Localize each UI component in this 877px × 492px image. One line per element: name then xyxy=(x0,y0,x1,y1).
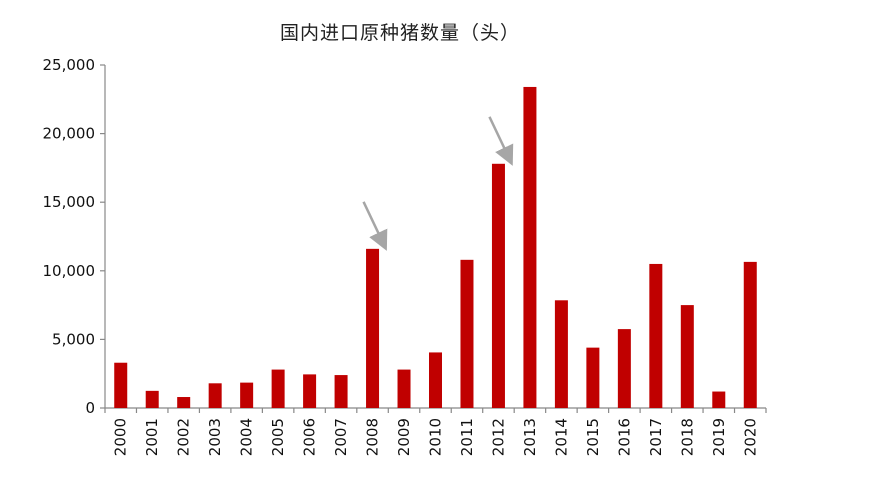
chart-title: 国内进口原种猪数量（头） xyxy=(279,22,520,44)
bar-2000 xyxy=(114,362,128,408)
bar-2005 xyxy=(271,369,285,408)
x-tick-label: 2017 xyxy=(647,418,665,456)
annotation-arrow-2008 xyxy=(362,201,388,251)
x-tick-label: 2006 xyxy=(301,418,319,456)
x-tick-label: 2012 xyxy=(489,418,507,456)
annotations xyxy=(362,116,514,251)
x-tick-label: 2016 xyxy=(615,418,633,456)
bar-2011 xyxy=(460,259,474,408)
annotation-arrow-2012 xyxy=(488,116,514,166)
x-tick-label: 2009 xyxy=(395,418,413,456)
bar-2014 xyxy=(554,300,568,408)
x-tick-label: 2011 xyxy=(458,418,476,456)
x-tick-label: 2004 xyxy=(238,418,256,456)
bar-2006 xyxy=(303,374,317,408)
x-tick-label: 2001 xyxy=(143,418,161,456)
bar-2008 xyxy=(366,248,380,408)
bar-2020 xyxy=(743,261,757,408)
x-tick-label: 2007 xyxy=(332,418,350,456)
bar-2001 xyxy=(145,390,159,408)
bar-2015 xyxy=(586,347,600,408)
y-tick-label: 5,000 xyxy=(52,330,95,348)
x-tick-label: 2020 xyxy=(741,418,759,456)
x-tick-label: 2003 xyxy=(206,418,224,456)
axes: 0 5,000 10,000 15,000 20,000 25,000 2000 2001 20… xyxy=(43,56,767,456)
bar-2003 xyxy=(208,383,222,408)
bar-2010 xyxy=(429,352,442,408)
x-tick-label: 2018 xyxy=(678,418,696,456)
x-tick-label: 2013 xyxy=(521,418,539,456)
x-tick-label: 2015 xyxy=(584,418,602,456)
y-tick-label: 0 xyxy=(85,399,95,417)
x-tick-label: 2005 xyxy=(269,418,287,456)
y-tick-label: 10,000 xyxy=(43,262,96,280)
x-tick-label: 2010 xyxy=(427,418,445,456)
x-tick-label: 2008 xyxy=(364,418,382,456)
y-tick-label: 25,000 xyxy=(43,56,96,74)
bars xyxy=(114,86,757,409)
x-tick-label: 2000 xyxy=(112,418,130,456)
y-tick-label: 15,000 xyxy=(43,193,96,211)
bar-2018 xyxy=(680,305,694,408)
bar-2007 xyxy=(334,375,348,408)
bar-2017 xyxy=(649,263,663,408)
y-tick-label: 20,000 xyxy=(43,125,96,143)
bar-2004 xyxy=(240,382,254,408)
x-tick-label: 2019 xyxy=(710,418,728,456)
bar-2019 xyxy=(712,391,726,408)
bar-2013 xyxy=(523,86,537,409)
bar-2016 xyxy=(617,329,631,408)
bar-2012 xyxy=(491,163,505,408)
x-tick-label: 2014 xyxy=(552,418,570,456)
bar-2002 xyxy=(177,397,191,408)
bar-2009 xyxy=(397,369,411,408)
x-tick-label: 2002 xyxy=(175,418,193,456)
